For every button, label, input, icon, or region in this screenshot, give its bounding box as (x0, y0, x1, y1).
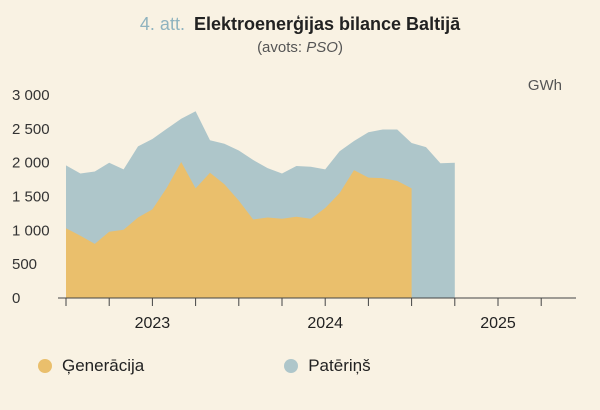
chart-areas (66, 111, 455, 298)
legend-item-consumption: Patēriņš (284, 356, 371, 376)
legend-generation-label: Ģenerācija (62, 356, 145, 375)
y-tick-label: 0 (12, 290, 20, 307)
unit-label: GWh (528, 77, 562, 94)
y-tick-label: 1 000 (12, 222, 50, 239)
area-series-1 (66, 162, 412, 298)
subtitle-source: PSO (306, 39, 338, 56)
y-axis: 0 500 1 000 1 500 2 000 2 500 3 000 (12, 87, 50, 307)
consumption-swatch (284, 359, 299, 373)
subtitle-prefix: (avots: (257, 39, 307, 56)
y-tick-label: 2 000 (12, 155, 50, 172)
legend-item-generation: Ģenerācija (38, 356, 144, 376)
y-tick-label: 3 000 (12, 87, 50, 104)
y-tick-label: 2 500 (12, 121, 50, 138)
figure-title: Elektroenerģijas bilance Baltijā (193, 14, 461, 34)
chart-title: 4. att. Elektroenerģijas bilance Baltijā (0, 14, 600, 35)
legend-consumption-label: Patēriņš (308, 356, 371, 375)
x-year-label: 2023 (135, 315, 171, 332)
x-year-label: 2024 (307, 315, 343, 332)
x-axis: 2023 2024 2025 (58, 297, 576, 332)
y-tick-label: 1 500 (12, 189, 50, 206)
generation-swatch (38, 359, 52, 373)
y-tick-label: 500 (12, 256, 37, 273)
subtitle-suffix: ) (337, 39, 343, 56)
x-year-label: 2025 (480, 315, 516, 332)
legend: Ģenerācija Patēriņš (38, 356, 371, 376)
figure-number: 4. att. (139, 14, 185, 34)
chart-subtitle: (avots: PSO) (0, 39, 600, 56)
